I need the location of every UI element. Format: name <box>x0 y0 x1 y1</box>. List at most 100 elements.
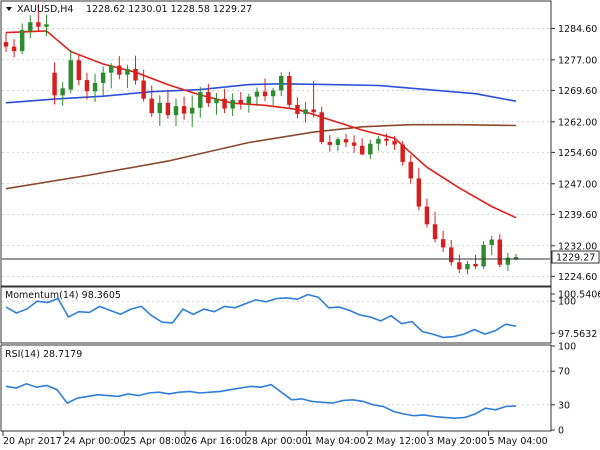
candle-up <box>246 96 252 104</box>
candle-up <box>100 72 106 83</box>
time-tick-label: 3 May 20:00 <box>428 436 487 447</box>
rsi-grid <box>2 370 550 406</box>
candle-up <box>513 257 519 260</box>
time-tick-label: 5 May 04:00 <box>489 436 548 447</box>
momentum-tick-label: 97.5632 <box>558 329 597 340</box>
price-tick-label: 1262.00 <box>558 117 597 128</box>
sma-slow-line <box>5 123 517 190</box>
candle-down <box>165 102 171 116</box>
last-price-box <box>551 250 600 264</box>
candle-down <box>238 99 243 104</box>
candle-down <box>497 239 503 265</box>
price-tick-label: 1277.00 <box>558 55 597 66</box>
ohlc-readout: 1228.62 1230.01 1228.58 1229.27 <box>86 4 252 15</box>
momentum-panel-frame <box>0 286 552 344</box>
candle-down <box>287 75 292 105</box>
candle-down <box>149 98 154 114</box>
candle-down <box>117 65 122 75</box>
candle-down <box>141 80 146 99</box>
time-tick-label: 1 May 04:00 <box>307 436 366 447</box>
momentum-series <box>5 293 517 339</box>
candle-down <box>351 142 357 146</box>
candle-up <box>157 102 163 114</box>
candle-down <box>440 239 446 248</box>
main-panel-frame <box>0 0 552 287</box>
candle-up <box>189 107 195 114</box>
rsi-tick-label: 100 <box>558 342 576 353</box>
candle-down <box>181 106 187 114</box>
candle-down <box>384 138 389 141</box>
time-tick-label: 24 Apr 00:00 <box>64 436 126 447</box>
candle-down <box>11 46 17 52</box>
candle-up <box>303 109 308 114</box>
candle-up <box>68 60 73 90</box>
candle-up <box>28 22 33 31</box>
sma-fast-line <box>5 30 517 219</box>
candle-down <box>416 178 422 207</box>
rsi-line <box>5 382 517 420</box>
candle-down <box>319 112 324 143</box>
price-tick-label: 1232.00 <box>558 241 597 252</box>
rsi-axis: 100 70 30 0 <box>551 342 576 437</box>
candle-up <box>489 239 494 245</box>
candle-down <box>262 91 268 97</box>
price-tick-label: 1239.60 <box>558 210 597 221</box>
time-tick-label: 26 Apr 16:00 <box>185 436 247 447</box>
price-tick-label: 1254.60 <box>558 148 597 159</box>
candle-up <box>173 106 179 116</box>
rsi-tick-label: 70 <box>558 367 570 378</box>
candle-down <box>76 60 82 81</box>
rsi-series <box>5 382 517 420</box>
candle-down <box>311 109 316 113</box>
candle-down <box>449 247 454 263</box>
time-tick-label: 28 Apr 00:00 <box>246 436 308 447</box>
candle-down <box>457 262 462 270</box>
candle-up <box>125 68 130 75</box>
momentum-line <box>5 293 517 339</box>
candle-up <box>19 30 25 52</box>
time-tick-label: 2 May 12:00 <box>367 436 426 447</box>
candle-up <box>481 244 486 267</box>
candle-down <box>327 142 333 145</box>
candle-up <box>270 90 276 97</box>
candle-down <box>84 80 90 92</box>
candle-down <box>408 161 413 179</box>
candle-up <box>376 138 381 144</box>
candle-down <box>222 98 227 109</box>
candle-down <box>392 140 397 145</box>
candle-up <box>335 139 341 145</box>
candle-down <box>424 206 430 225</box>
candle-up <box>214 98 219 104</box>
price-tick-label: 1284.60 <box>558 24 597 35</box>
candle-up <box>368 143 373 155</box>
rsi-tick-label: 30 <box>558 400 570 411</box>
price-tick-label: 1247.00 <box>558 179 597 190</box>
candle-down <box>295 104 300 114</box>
candle-up <box>92 82 98 92</box>
momentum-tick-label: 100.5406 <box>558 290 600 301</box>
symbol-label: XAUUSD,H4 <box>17 4 73 15</box>
candle-up <box>44 24 49 27</box>
time-tick-label: 25 Apr 08:00 <box>124 436 186 447</box>
rsi-title: RSI(14) 28.7179 <box>5 349 82 360</box>
price-axis: 1284.60 1277.00 1269.60 1262.00 1254.60 1247.… <box>551 24 600 283</box>
candle-up <box>254 91 260 97</box>
candle-down <box>52 72 57 96</box>
candle-down <box>206 92 211 104</box>
candle-down <box>400 144 405 162</box>
momentum-title: Momentum(14) 98.3605 <box>5 290 121 301</box>
candle-down <box>3 42 9 47</box>
candle-up <box>198 92 203 108</box>
candle-down <box>359 145 365 155</box>
candle-up <box>279 75 284 91</box>
candle-up <box>465 263 470 270</box>
candle-up <box>505 257 511 265</box>
candle-down <box>36 22 41 27</box>
momentum-tick-label: 100 <box>558 297 576 308</box>
collapse-triangle-icon[interactable] <box>6 7 12 11</box>
time-tick-label: 20 Apr 2017 <box>3 436 62 447</box>
candle-down <box>343 139 349 143</box>
candlestick-series <box>3 4 519 275</box>
